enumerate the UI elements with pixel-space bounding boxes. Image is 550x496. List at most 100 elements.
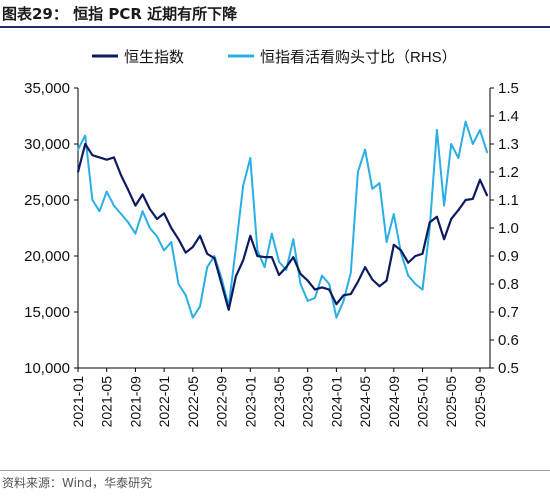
x-tick-label: 2022-05 — [185, 376, 201, 428]
hsi-point — [306, 279, 309, 282]
x-tick-label: 2021-05 — [99, 376, 115, 428]
pcr-point — [235, 246, 237, 249]
pcr-point — [407, 274, 410, 277]
pcr-point — [105, 190, 108, 193]
pcr-point — [335, 316, 338, 319]
pcr-point — [270, 232, 273, 235]
hsi-point — [443, 238, 445, 241]
page-title: 图表29： 恒指 PCR 近期有所下降 — [2, 5, 238, 23]
pcr-point — [263, 266, 266, 269]
title-bar: 图表29： 恒指 PCR 近期有所下降 — [0, 0, 550, 28]
hsi-point — [349, 293, 352, 295]
hsi-point — [206, 252, 209, 255]
chart: 恒生指数 恒指看活看购头寸比（RHS） 10,000 15,000 20,000 25,0… — [24, 49, 519, 428]
right-tick-label: 1.3 — [498, 136, 519, 153]
pcr-point — [163, 249, 166, 252]
x-tick-label: 2023-09 — [300, 376, 316, 428]
pcr-point — [450, 143, 453, 145]
hsi-point — [436, 215, 438, 218]
chart-container: 恒生指数 恒指看活看购头寸比（RHS） 10,000 15,000 20,000 25,0… — [0, 30, 550, 468]
left-tick-label: 10,000 — [24, 360, 70, 377]
left-tick-label: 15,000 — [24, 304, 70, 321]
hsi-point — [113, 156, 115, 159]
hsi-point — [364, 266, 366, 269]
pcr-point — [371, 187, 374, 190]
pcr-point — [256, 249, 259, 252]
hsi-point — [141, 193, 144, 196]
pcr-point — [436, 129, 438, 131]
hsi-point — [421, 252, 424, 255]
left-tick-label: 25,000 — [24, 192, 70, 209]
hsi-point — [378, 285, 381, 288]
legend-label-1: 恒生指数 — [124, 49, 184, 66]
pcr-point — [120, 213, 122, 215]
pcr-point — [113, 204, 115, 207]
hsi-point — [220, 283, 223, 285]
hsi-point — [270, 256, 273, 258]
pcr-point — [414, 283, 417, 285]
hsi-point — [184, 251, 187, 254]
pcr-point — [249, 157, 252, 159]
right-tick-label: 0.8 — [498, 276, 519, 293]
hsi-point — [299, 273, 302, 275]
pcr-point — [184, 294, 187, 297]
hsi-point — [134, 204, 137, 207]
right-tick-label: 1.2 — [498, 164, 519, 181]
right-tick-label: 0.7 — [498, 304, 519, 321]
pcr-point — [191, 316, 194, 319]
left-tick-label: 30,000 — [24, 136, 70, 153]
hsi-point — [98, 156, 101, 159]
hsi-point — [191, 246, 194, 248]
pcr-point — [213, 255, 216, 257]
hsi-point — [314, 288, 316, 291]
right-tick-label: 1.1 — [498, 192, 519, 209]
pcr-point — [278, 260, 280, 263]
right-tick-label: 1.4 — [498, 108, 519, 125]
pcr-point — [170, 241, 173, 243]
x-tick-label: 2023-05 — [271, 376, 287, 428]
hsi-point — [148, 208, 151, 210]
right-tick-label: 0.6 — [498, 332, 519, 349]
hsi-point — [371, 278, 374, 281]
x-tick-label: 2025-05 — [443, 376, 459, 428]
hsi-point — [392, 243, 395, 246]
pcr-point — [349, 271, 352, 274]
hsi-point — [479, 178, 481, 181]
pcr-point — [148, 227, 151, 229]
hsi-point — [199, 234, 201, 237]
hsi-point — [249, 234, 252, 237]
title-divider — [0, 26, 550, 28]
x-tick-label: 2021-09 — [127, 376, 143, 428]
right-tick-label: 0.5 — [498, 360, 519, 377]
right-tick-label: 0.9 — [498, 248, 519, 265]
x-tick-label: 2024-01 — [328, 376, 344, 428]
hsi-point — [321, 286, 323, 289]
pcr-point — [464, 120, 467, 123]
pcr-point — [457, 157, 460, 159]
x-tick-label: 2025-09 — [472, 376, 488, 428]
x-tick-label: 2021-01 — [70, 376, 86, 428]
pcr-point — [342, 299, 345, 302]
hsi-point — [292, 256, 295, 258]
pcr-point — [321, 274, 323, 277]
hsi-point — [328, 288, 331, 291]
hsi-point — [414, 255, 417, 257]
pcr-point — [299, 283, 302, 285]
pcr-point — [84, 134, 87, 137]
hsi-point — [486, 194, 488, 197]
hsi-point — [471, 198, 474, 200]
hsi-point — [120, 174, 122, 177]
hsi-point — [77, 171, 79, 173]
hsi-point — [428, 221, 431, 224]
pcr-point — [292, 238, 295, 241]
hsi-point — [342, 294, 345, 297]
hsi-point — [457, 209, 460, 212]
series-line-pcr — [77, 120, 489, 319]
hsi-point — [242, 259, 245, 262]
x-tick-label: 2024-09 — [386, 376, 402, 428]
pcr-point — [141, 210, 144, 213]
hsi-point — [213, 257, 216, 260]
pcr-point — [486, 151, 488, 154]
x-tick-label: 2022-01 — [156, 376, 172, 428]
hsi-point — [170, 227, 173, 229]
